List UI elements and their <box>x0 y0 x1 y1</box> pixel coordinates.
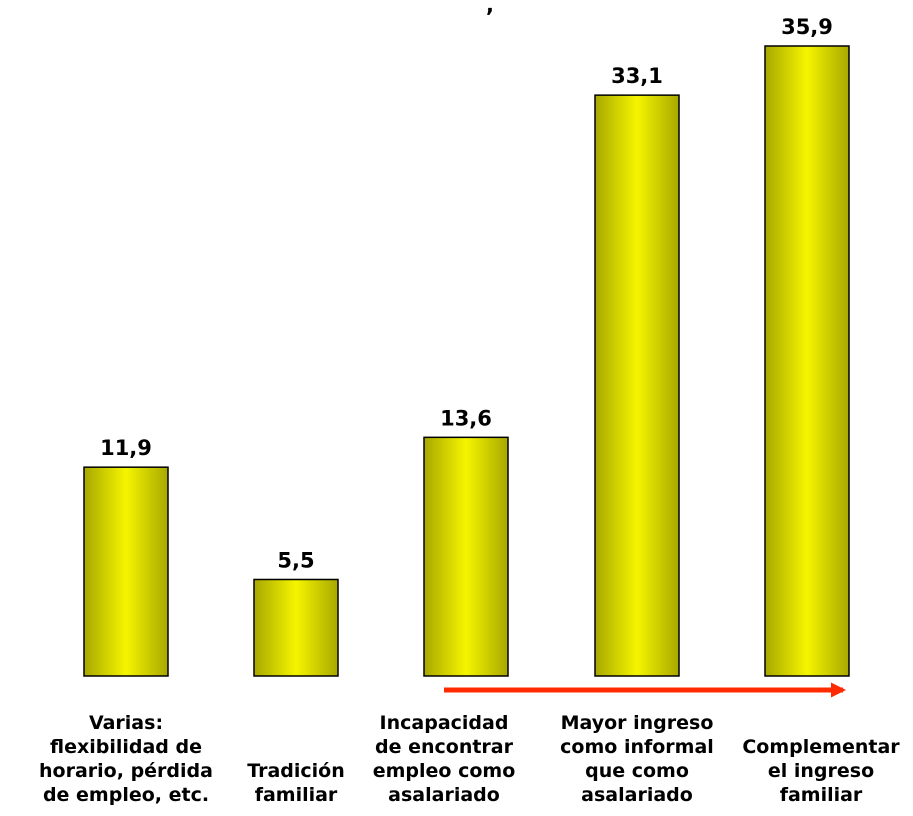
category-label-1: Varias: flexibilidad de horario, pérdida de… <box>39 712 213 806</box>
category-label-4-line-1: Mayor ingreso <box>561 712 714 734</box>
category-label-3: Incapacidad de encontrar empleo como asalar… <box>373 712 516 806</box>
bar-2 <box>253 578 339 677</box>
value-label-4: 33,1 <box>611 64 663 88</box>
category-label-4-line-3: que como <box>585 760 689 782</box>
category-label-1-line-3: horario, pérdida <box>39 760 213 782</box>
category-label-2-line-1: Tradición <box>247 760 345 782</box>
category-label-3-line-1: Incapacidad <box>380 712 509 734</box>
value-label-5: 35,9 <box>781 15 833 39</box>
category-label-4-line-4: asalariado <box>581 784 693 806</box>
category-label-1-line-2: flexibilidad de <box>50 736 202 758</box>
bar-5 <box>764 45 850 677</box>
value-label-2: 5,5 <box>277 548 314 572</box>
value-label-3: 13,6 <box>440 406 492 430</box>
category-label-5-line-3: familiar <box>780 784 863 806</box>
chart-title-fragment: , <box>486 0 494 17</box>
category-label-1-line-1: Varias: <box>89 712 163 734</box>
category-label-3-line-3: empleo como <box>373 760 516 782</box>
bar-3 <box>423 436 509 677</box>
category-label-1-line-4: de empleo, etc. <box>43 784 209 806</box>
category-label-4: Mayor ingreso como informal que como asalar… <box>560 712 714 806</box>
category-label-2: Tradición familiar <box>247 760 345 806</box>
value-label-1: 11,9 <box>100 436 152 460</box>
bar-4 <box>594 94 680 677</box>
category-label-5-line-1: Complementar <box>742 736 900 758</box>
category-label-3-line-2: de encontrar <box>375 736 514 758</box>
category-label-5: Complementar el ingreso familiar <box>742 736 900 806</box>
category-label-2-line-2: familiar <box>255 784 338 806</box>
category-label-3-line-4: asalariado <box>388 784 500 806</box>
category-label-4-line-2: como informal <box>560 736 714 758</box>
bar-1 <box>83 466 169 677</box>
category-label-5-line-2: el ingreso <box>768 760 874 782</box>
